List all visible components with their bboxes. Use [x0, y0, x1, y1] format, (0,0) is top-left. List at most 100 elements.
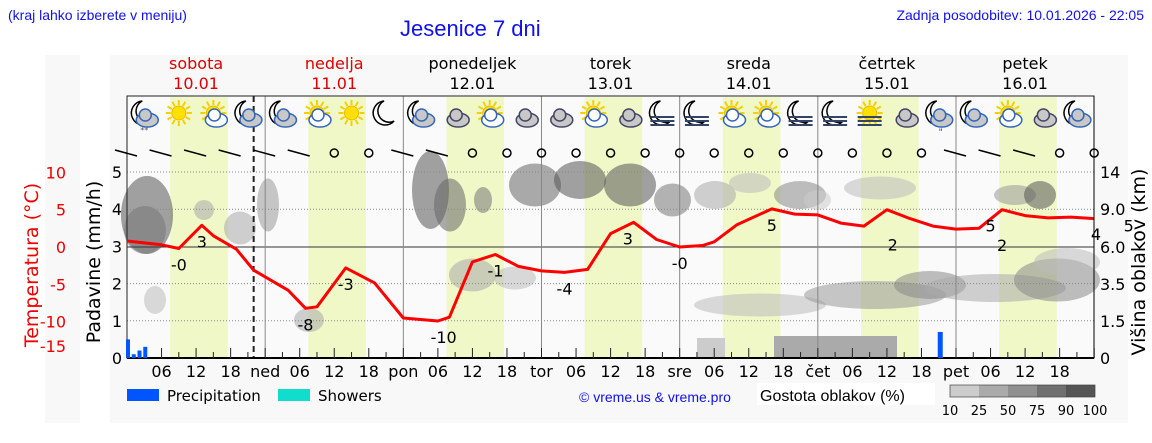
menu-hint: (kraj lahko izberete v meniju): [8, 7, 187, 23]
cloud-height-tick: 3.5: [1100, 275, 1125, 294]
cloud-density-swatch: [1066, 385, 1095, 397]
temperature-tick: 10: [46, 163, 66, 182]
moon-fog-icon: [786, 100, 813, 126]
temperature-max-label: 3: [623, 229, 633, 248]
precip-tick: 1: [112, 312, 122, 331]
wind-calm-icon: [1054, 148, 1065, 158]
cloud-density-scale: [949, 384, 1096, 398]
cloud-density-blob: [224, 211, 256, 245]
wind-calm-icon: [674, 148, 685, 158]
moon-fog-icon: [683, 100, 709, 126]
wind-calm-icon: [329, 148, 340, 158]
cloud-density-blob: [604, 163, 656, 207]
temperature-end-label: 4: [1091, 225, 1101, 244]
sun-cloud-icon: [303, 100, 332, 128]
low-cloud-block: [774, 336, 897, 358]
cloud-density-tick: 100: [1083, 404, 1108, 419]
cloud-icon: [895, 108, 919, 128]
moon-cloud-icon: [959, 100, 989, 128]
cloud-icon: [515, 108, 539, 128]
x-tick-label: 18: [497, 362, 517, 381]
cloud-density-blob: [844, 176, 916, 200]
cloud-density-tick: 25: [971, 404, 988, 419]
temperature-min-label: 2: [997, 236, 1007, 255]
temperature-tick: 5: [56, 201, 66, 220]
x-tick-label: pon: [388, 362, 418, 381]
day-date: 10.01: [173, 74, 219, 93]
cloud-height-tick: 6.0: [1100, 238, 1125, 257]
sun-cloud-icon: [994, 100, 1023, 128]
copyright-link[interactable]: © vreme.us & vreme.pro: [579, 389, 731, 405]
temperature-max-label: 3: [197, 232, 207, 251]
moon-cloud-icon: [234, 100, 263, 128]
temperature-tick: -10: [40, 313, 66, 332]
wind-calm-icon: [882, 148, 892, 158]
wind-barb-icon: [183, 149, 207, 157]
x-tick-label: 12: [600, 362, 620, 381]
day-name: ponedeljek: [428, 54, 517, 73]
wind-barb-icon: [1012, 149, 1036, 157]
temperature-tick: 0: [56, 238, 66, 257]
sun-cloud-icon: [753, 100, 781, 128]
moon-cloud-snow-icon: **: [130, 100, 160, 135]
moon-fog-icon: [821, 100, 848, 126]
cloud-density-tick: 75: [1029, 404, 1046, 419]
precipitation-bar: [937, 331, 943, 358]
wind-barb-icon: [943, 149, 967, 157]
moon-cloud-icon: [407, 100, 436, 128]
wind-calm-icon: [847, 148, 858, 158]
cloud-density-blob: [294, 308, 324, 332]
showers-legend-label: Showers: [318, 387, 382, 405]
day-date: 11.01: [311, 74, 357, 93]
precipitation-legend-swatch: [127, 389, 159, 401]
moon-cloud-icon: [1063, 100, 1092, 128]
cloud-density-label-bg: [757, 383, 935, 405]
moon-cloud-rain-icon: ": [925, 100, 954, 138]
showers-legend-swatch: [278, 389, 310, 401]
daylight-band: [999, 97, 1057, 358]
x-tick-label: 06: [566, 362, 586, 381]
wind-calm-icon: [778, 148, 789, 158]
temperature-tick: -15: [40, 337, 66, 356]
cloud-height-tick: 9.0: [1100, 200, 1125, 219]
wind-barb-icon: [425, 149, 449, 157]
page-title: Jesenice 7 dni: [400, 16, 541, 41]
cloud-density-blob: [144, 286, 166, 314]
moon-fog-icon: [648, 100, 675, 126]
day-name: nedelja: [305, 54, 364, 73]
x-tick-label: 18: [1049, 362, 1069, 381]
wind-calm-icon: [640, 148, 650, 158]
wind-calm-icon: [536, 148, 547, 158]
cloud-density-label: Gostota oblakov (%): [760, 388, 905, 405]
wind-barb-icon: [252, 149, 276, 157]
wind-barb-icon: [218, 149, 241, 157]
daylight-band: [584, 97, 643, 358]
x-tick-label: 12: [186, 362, 206, 381]
cloud-density-swatch: [1037, 385, 1066, 397]
x-tick-label: 18: [911, 362, 931, 381]
day-name: sobota: [169, 54, 223, 73]
low-cloud-block: [697, 338, 725, 358]
x-tick-label: 18: [359, 362, 379, 381]
cloud-density-swatch: [950, 385, 979, 397]
cloud-height-axis-label: Višina oblakov (km): [1128, 169, 1150, 356]
cloud-density-blob: [554, 161, 606, 199]
precip-axis-label: Padavine (mm/h): [83, 181, 105, 344]
precipitation-bar: [126, 339, 130, 358]
temperature-line: [126, 207, 1095, 323]
sun-cloud-icon: [580, 100, 609, 128]
day-name: sreda: [727, 54, 771, 73]
wind-barb-icon: [391, 149, 414, 157]
temperature-min-label: -10: [431, 328, 457, 347]
x-tick-label: 06: [290, 362, 310, 381]
cloud-density-blob: [494, 266, 536, 290]
temperature-min-label: -4: [557, 279, 573, 298]
cloud-density-blob: [1034, 248, 1100, 276]
precipitation-legend-label: Precipitation: [167, 387, 261, 405]
x-tick-label: 18: [635, 362, 655, 381]
x-tick-label: pet: [943, 362, 969, 381]
precipitation-bar: [143, 346, 148, 358]
cloud-icon: [550, 108, 574, 128]
wind-calm-icon: [364, 148, 374, 158]
